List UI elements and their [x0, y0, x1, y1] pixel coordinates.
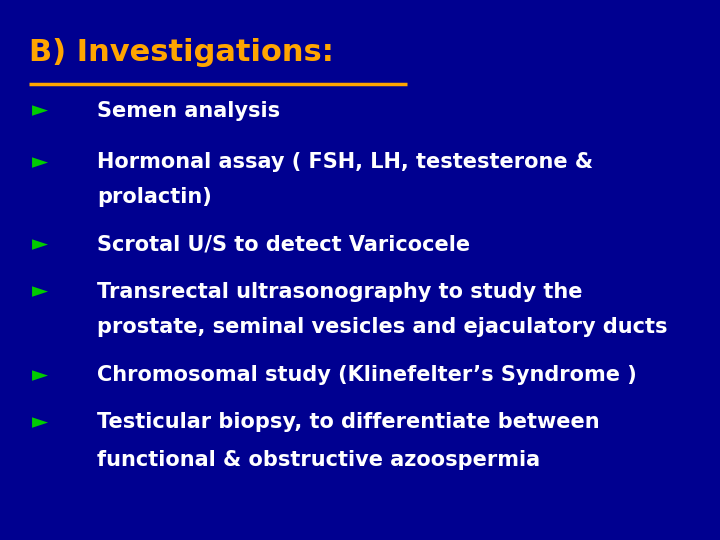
Text: Hormonal assay ( FSH, LH, testesterone &: Hormonal assay ( FSH, LH, testesterone &: [97, 152, 593, 172]
Text: ►: ►: [32, 412, 48, 433]
Text: functional & obstructive azoospermia: functional & obstructive azoospermia: [97, 450, 540, 470]
Text: prolactin): prolactin): [97, 187, 212, 207]
Text: prostate, seminal vesicles and ejaculatory ducts: prostate, seminal vesicles and ejaculato…: [97, 316, 667, 337]
Text: ►: ►: [32, 234, 48, 254]
Text: ►: ►: [32, 365, 48, 386]
Text: Scrotal U/S to detect Varicocele: Scrotal U/S to detect Varicocele: [97, 234, 470, 254]
Text: Semen analysis: Semen analysis: [97, 100, 280, 121]
Text: Chromosomal study (Klinefelter’s Syndrome ): Chromosomal study (Klinefelter’s Syndrom…: [97, 365, 637, 386]
Text: ►: ►: [32, 152, 48, 172]
Text: Testicular biopsy, to differentiate between: Testicular biopsy, to differentiate betw…: [97, 412, 600, 433]
Text: ►: ►: [32, 100, 48, 121]
Text: Transrectal ultrasonography to study the: Transrectal ultrasonography to study the: [97, 281, 582, 302]
Text: B) Investigations:: B) Investigations:: [29, 38, 333, 67]
Text: ►: ►: [32, 281, 48, 302]
